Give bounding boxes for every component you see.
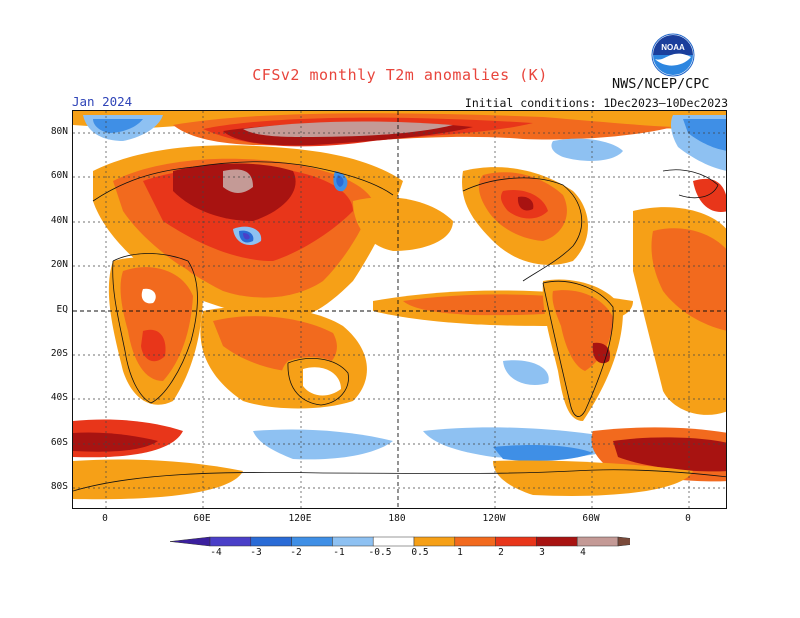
lon-label-120w: 120W [482,513,506,524]
colorbar-tick-label: -4 [210,547,222,558]
colorbar-swatch-1_2 [454,536,496,547]
month-label: Jan 2024 [72,94,133,109]
colorbar-swatch-gt_5 [617,536,630,547]
colorbar-tick-label: -0.5 [368,547,392,558]
lat-label-80n: 80N [50,126,68,137]
colorbar-swatch-neutral [372,536,415,547]
colorbar-tick-label: -3 [250,547,262,558]
colorbar-tick-label: 1 [457,547,463,558]
lat-label-40s: 40S [50,392,68,403]
lat-label-80s: 80S [50,481,68,492]
colorbar [170,536,630,547]
colorbar-swatch-lt_-4 [170,536,211,547]
colorbar-swatch-2_3 [495,536,537,547]
chart-title: CFSv2 monthly T2m anomalies (K) [252,66,548,84]
colorbar-swatch--1_-0.5 [332,536,374,547]
lon-label-180: 180 [388,513,406,524]
colorbar-swatch-4_5 [576,536,619,547]
colorbar-tick-label: -2 [290,547,302,558]
colorbar-tick-label: 0.5 [411,547,429,558]
colorbar-swatch--2_-1 [291,536,333,547]
colorbar-tick-label: 2 [498,547,504,558]
lat-label-40n: 40N [50,215,68,226]
lat-label-20s: 20S [50,348,68,359]
agency-label: NWS/NCEP/CPC [612,76,710,92]
colorbar-tick-label: -1 [333,547,345,558]
colorbar-swatch-3_4 [536,536,578,547]
anomaly-map [72,110,727,509]
colorbar-swatch-0.5_1 [413,536,456,547]
lat-label-20n: 20N [50,259,68,270]
colorbar-swatch--3_-2 [250,536,292,547]
lon-label-60w: 60W [582,513,600,524]
lat-label-60n: 60N [50,170,68,181]
lon-label-0-right: 0 [685,513,691,524]
lat-label-60s: 60S [50,437,68,448]
lon-label-120e: 120E [288,513,312,524]
colorbar-swatch--4_-3 [209,536,252,547]
lon-label-0-left: 0 [102,513,108,524]
lat-label-eq: EQ [56,304,68,315]
svg-text:NOAA: NOAA [661,43,685,52]
colorbar-tick-label: 4 [580,547,586,558]
initial-conditions-label: Initial conditions: 1Dec2023–10Dec2023 [464,96,728,110]
lon-label-60e: 60E [193,513,211,524]
anomaly-field [73,111,726,508]
noaa-logo-icon: NOAA [651,33,695,77]
colorbar-tick-label: 3 [539,547,545,558]
